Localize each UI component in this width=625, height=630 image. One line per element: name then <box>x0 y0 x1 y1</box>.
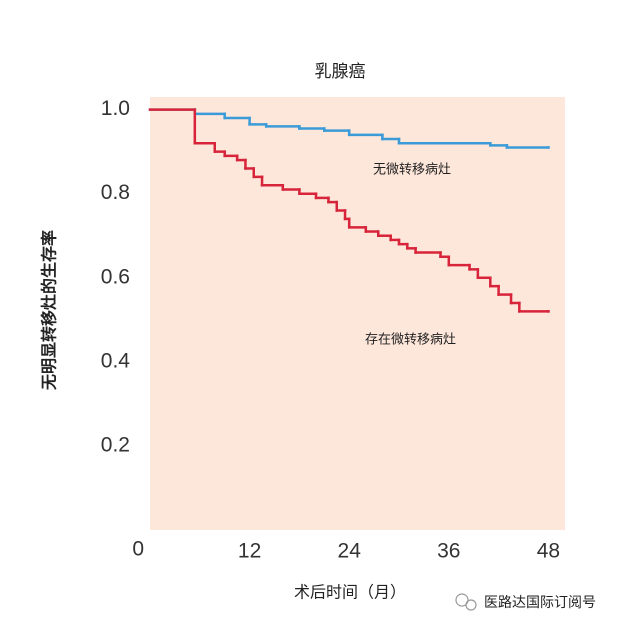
series-label: 无微转移病灶 <box>373 163 451 178</box>
watermark-icon <box>455 593 477 611</box>
watermark: 医路达国际订阅号 <box>484 595 596 611</box>
chart-title: 乳腺癌 <box>315 62 366 82</box>
y-tick-label: 0.2 <box>101 433 130 456</box>
x-tick-label: 48 <box>537 540 560 563</box>
x-tick-label: 24 <box>338 540 362 563</box>
y-axis-label: 无明显转移灶的生存率 <box>40 230 59 391</box>
series-label: 存在微转移病灶 <box>365 333 456 348</box>
y-tick-label: 0.8 <box>101 181 130 204</box>
y-tick-label: 0 <box>132 538 144 561</box>
y-tick-label: 0.6 <box>101 265 130 288</box>
y-tick-label: 0.4 <box>101 349 131 372</box>
x-tick-label: 36 <box>437 540 460 563</box>
x-axis-label: 术后时间（月） <box>294 583 406 602</box>
x-tick-label: 12 <box>238 540 261 563</box>
plot-area <box>150 97 565 530</box>
y-tick-label: 1.0 <box>101 97 130 120</box>
